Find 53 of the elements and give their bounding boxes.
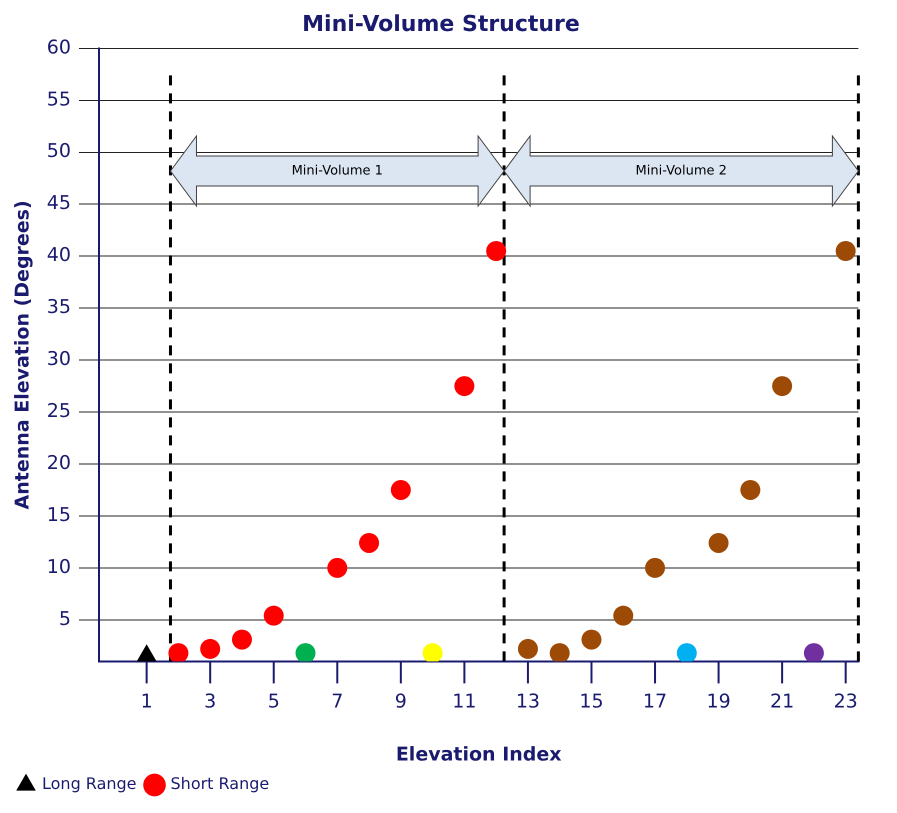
point [232,630,252,650]
annotation: Mini-Volume 2 [636,164,727,179]
point [550,643,570,662]
point [390,480,411,500]
x-tick-label: 15 [579,690,604,713]
point [422,643,443,662]
chart-title: Mini-Volume Structure [302,12,580,37]
x-tick-label: 21 [770,690,794,713]
point [708,532,729,553]
point [454,376,474,396]
point [804,643,824,662]
point [486,241,506,261]
x-tick-label: 23 [834,690,858,713]
x-tick-label: 9 [394,690,407,713]
x-tick-label: 13 [516,690,540,713]
x-tick-label: 17 [642,690,668,713]
x-tick-label: 19 [706,690,731,713]
x-tick-label: 7 [331,690,344,713]
y-tick-label: 25 [46,400,71,422]
y-axis-title: Antenna Elevation (Degrees) [11,200,34,510]
legend-label: Short Range [170,774,270,794]
y-tick-label: 50 [46,140,71,162]
point [168,643,188,662]
y-tick-label: 10 [46,556,71,578]
y-tick-label: 60 [46,36,71,58]
x-tick-label: 5 [268,690,280,713]
point [613,606,634,626]
y-tick-label: 45 [46,192,71,214]
point [676,643,697,662]
x-tick-label: 3 [204,690,216,713]
point [200,638,220,659]
point [327,558,348,578]
annotation: Mini-Volume 1 [292,164,383,179]
x-tick-label: 1 [140,690,153,713]
y-tick-label: 30 [46,348,71,370]
y-tick-label: 40 [46,244,71,266]
point [581,630,602,650]
point [359,532,380,553]
point [296,643,316,662]
y-tick-label: 15 [46,504,71,526]
x-axis-title: Elevation Index [396,744,562,766]
y-tick-label: 35 [46,296,71,318]
point [518,638,538,659]
point [836,241,856,261]
x-tick-label: 11 [452,690,476,713]
point [264,606,284,626]
point [772,376,792,396]
y-tick-label: 55 [46,88,71,110]
y-tick-label: 5 [58,608,71,630]
point [740,480,760,500]
legend-label: Long Range [42,774,137,794]
point [645,558,666,578]
y-tick-label: 20 [46,452,71,474]
